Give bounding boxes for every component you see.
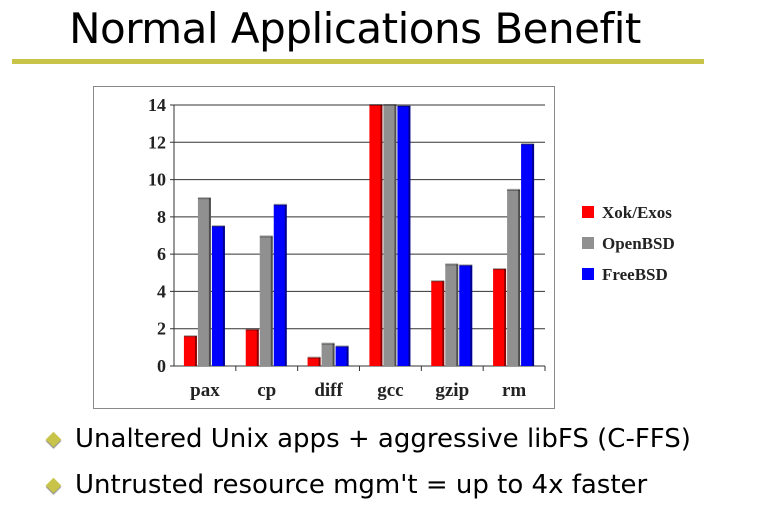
legend-label: OpenBSD <box>602 234 675 253</box>
bar-openbsd-diff <box>321 343 335 366</box>
bar-shadow <box>408 105 411 367</box>
bar-top-edge <box>493 268 507 271</box>
bar-top-edge <box>445 263 459 266</box>
y-tick-label: 12 <box>148 132 166 152</box>
bar-top-edge <box>397 104 411 107</box>
bar-top-edge <box>335 345 349 348</box>
bar-top-edge <box>459 264 473 267</box>
y-tick-label: 14 <box>148 95 166 115</box>
bar-top-edge <box>211 225 225 228</box>
x-tick-label: cp <box>257 380 276 401</box>
bar-top-edge <box>369 104 383 106</box>
bar-shadow <box>256 329 259 366</box>
bar-shadow <box>318 357 321 366</box>
y-tick-label: 4 <box>157 281 166 301</box>
bar-xokexos-gcc <box>369 105 383 366</box>
legend-label: FreeBSD <box>602 265 668 284</box>
y-tick-label: 10 <box>148 170 166 190</box>
bullet-text: Unaltered Unix apps + aggressive libFS (… <box>75 424 691 454</box>
y-tick-label: 6 <box>157 244 166 264</box>
slide-title: Normal Applications Benefit <box>69 4 641 53</box>
bar-freebsd-diff <box>335 346 349 366</box>
bar-chart: 0 2 4 6 8 10 12 14 pax cp diff gcc gzip rm Xok/Exos O… <box>93 86 675 409</box>
diamond-bullet-icon <box>45 477 62 493</box>
bar-top-edge <box>197 197 211 200</box>
y-tick-label: 0 <box>157 356 166 376</box>
bar-openbsd-gcc <box>383 105 397 366</box>
bar-shadow <box>332 343 335 366</box>
bar-top-edge <box>259 235 273 238</box>
bar-xokexos-rm <box>493 269 507 366</box>
bar-shadow <box>284 204 287 366</box>
bar-shadow <box>394 105 397 366</box>
bar-top-edge <box>307 356 321 359</box>
bar-freebsd-cp <box>273 204 287 366</box>
bar-openbsd-gzip <box>445 264 459 366</box>
y-tick-label: 8 <box>157 207 166 227</box>
bar-freebsd-pax <box>211 226 225 366</box>
bar-top-edge <box>245 328 259 331</box>
bar-shadow <box>208 198 211 366</box>
bar-top-edge <box>383 104 397 106</box>
bar-top-edge <box>431 280 445 283</box>
y-tick-label: 2 <box>157 319 166 339</box>
bar-xokexos-pax <box>183 336 197 366</box>
bar-shadow <box>346 346 349 366</box>
bar-openbsd-pax <box>197 198 211 366</box>
x-tick-label: pax <box>190 380 220 401</box>
bar-shadow <box>222 226 225 366</box>
x-tick-label: gzip <box>435 380 469 401</box>
bar-openbsd-cp <box>259 236 273 366</box>
bar-shadow <box>456 264 459 366</box>
bar-shadow <box>442 281 445 366</box>
legend-swatch <box>582 268 594 280</box>
bar-openbsd-rm <box>507 189 521 366</box>
bar-xokexos-cp <box>245 329 259 366</box>
bar-shadow <box>532 144 535 366</box>
x-tick-label: gcc <box>377 380 403 401</box>
bar-shadow <box>504 269 507 366</box>
bar-shadow <box>380 105 383 366</box>
title-underline <box>12 59 704 64</box>
bullet-item: Untrusted resource mgm't = up to 4x fast… <box>45 470 648 500</box>
legend-swatch <box>582 206 594 218</box>
bar-shadow <box>518 189 521 366</box>
bar-shadow <box>270 236 273 366</box>
bar-freebsd-gzip <box>459 265 473 366</box>
bullet-item: Unaltered Unix apps + aggressive libFS (… <box>45 424 691 454</box>
bar-xokexos-gzip <box>431 281 445 366</box>
x-tick-label: rm <box>502 380 526 401</box>
bar-top-edge <box>321 342 335 345</box>
bar-freebsd-gcc <box>397 105 411 367</box>
bar-freebsd-rm <box>521 144 535 366</box>
bar-top-edge <box>507 188 521 191</box>
diamond-bullet-icon <box>45 431 62 447</box>
bar-top-edge <box>273 203 287 206</box>
bar-top-edge <box>521 143 535 146</box>
bar-shadow <box>194 336 197 366</box>
bar-top-edge <box>183 335 197 338</box>
x-tick-label: diff <box>314 380 343 401</box>
legend-swatch <box>582 237 594 249</box>
legend-label: Xok/Exos <box>602 203 672 222</box>
bar-xokexos-diff <box>307 357 321 366</box>
bar-shadow <box>470 265 473 366</box>
bullet-text: Untrusted resource mgm't = up to 4x fast… <box>75 470 648 500</box>
